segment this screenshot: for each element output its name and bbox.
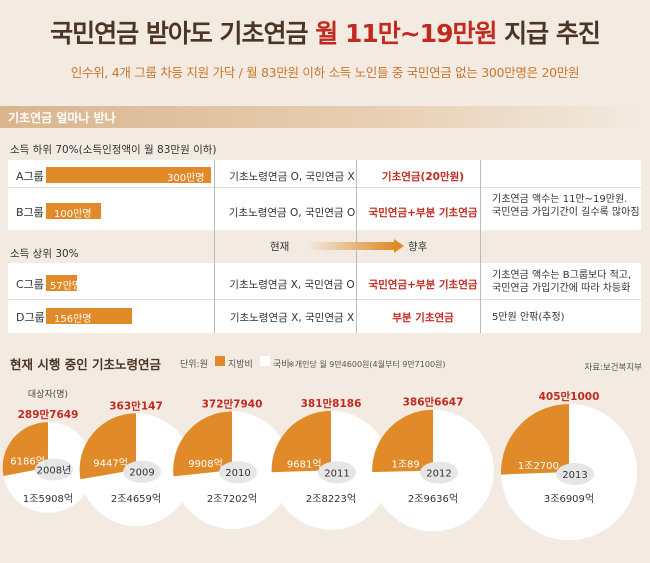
current-status: 기초노령연금 O, 국민연금 X	[229, 171, 355, 183]
note-b: 기초연금 액수는 11만~19만원. 국민연금 가입기간이 길수록 많아짐	[492, 193, 642, 219]
future-plan: 국민연금+부분 기초연금	[368, 279, 478, 291]
footnote: ※개인당 월 9만4600원(4월부터 9만7100원)	[288, 360, 446, 369]
page-title: 국민연금 받아도 기초연금 월 11만~19만원 지급 추진	[0, 14, 650, 50]
pie-local-slice	[79, 413, 136, 480]
note-line: 국민연금 가입기간이 길수록 많아짐	[492, 207, 640, 218]
future-plan: 기초연금(20만원)	[381, 171, 465, 183]
people-bar	[46, 203, 101, 219]
note-c: 기초연금 액수는 B그룹보다 적고, 국민연금 가입기간에 따라 차등화	[492, 269, 642, 295]
recipients-label: 372만7940	[202, 397, 263, 410]
year-label: 2013	[562, 470, 587, 481]
future-plan: 부분 기초연금	[392, 312, 454, 324]
local-value-label: 1조89	[391, 460, 419, 471]
people-bar-label: 100만명	[54, 209, 92, 220]
legend-local-swatch	[215, 356, 225, 366]
recipients-label: 386만6647	[403, 396, 464, 409]
pie-local-slice	[271, 410, 331, 473]
group-name: A그룹	[16, 170, 44, 183]
arrow-right-icon	[394, 239, 404, 253]
national-value-label: 2조4659억	[111, 493, 161, 505]
national-value-label: 1조5908억	[23, 493, 73, 505]
year-badge	[420, 461, 458, 484]
year-badge	[219, 461, 257, 484]
legend-local: 지방비	[228, 360, 253, 370]
year-label: 2009	[129, 468, 154, 479]
local-value-label: 9447억	[93, 458, 128, 470]
pies-title: 현재 시행 중인 기초노령연금	[10, 357, 162, 372]
year-label: 2008년	[37, 464, 72, 476]
people-bar	[46, 308, 132, 324]
people-bar-label: 57만명	[50, 281, 82, 292]
title-part1: 국민연금 받아도 기초연금	[50, 19, 316, 48]
recipients-caption: 대상자(명)	[28, 389, 68, 400]
note-d: 5만원 안팎(추정)	[492, 312, 565, 323]
upper-panel: C그룹 57만명 기초노령연금 X, 국민연금 O 국민연금+부분 기초연금 기…	[8, 263, 641, 333]
year-badge	[556, 463, 594, 485]
group-row-d: D그룹 156만명 기초노령연금 X, 국민연금 X 부분 기초연금	[8, 305, 641, 327]
national-value-label: 2조9636억	[408, 493, 458, 505]
local-value-label: 9681억	[287, 458, 322, 470]
pie-local-slice	[173, 411, 232, 477]
unit-label: 단위:원	[180, 360, 208, 370]
current-status: 기초노령연금 X, 국민연금 X	[229, 312, 355, 324]
local-value-label: 1조2700	[518, 461, 559, 472]
arrow-shaft	[306, 242, 396, 250]
people-bar-label: 156만명	[54, 314, 92, 325]
people-bar	[46, 167, 211, 183]
note-line: 기초연금 액수는 B그룹보다 적고,	[492, 270, 632, 281]
year-badge	[318, 461, 356, 484]
group-row-b: B그룹 100만명 기초노령연금 O, 국민연금 O 국민연금+부분 기초연금	[8, 200, 641, 222]
year-label: 2010	[225, 468, 250, 479]
group-name: C그룹	[16, 278, 44, 291]
pie-local-slice	[372, 409, 433, 473]
group-name: D그룹	[16, 311, 45, 324]
section-label: 기초연금 얼마나 받나	[8, 111, 116, 125]
people-bar	[46, 275, 77, 291]
row-divider	[8, 187, 641, 188]
column-divider	[214, 160, 215, 333]
flow-after-label: 향후	[408, 241, 428, 253]
title-part2: 지급 추진	[496, 19, 601, 48]
section-header: 기초연금 얼마나 받나	[0, 106, 650, 128]
national-value-label: 3조6909억	[544, 493, 594, 505]
future-plan: 국민연금+부분 기초연금	[368, 207, 478, 219]
current-status: 기초노령연금 X, 국민연금 O	[229, 279, 355, 291]
lower-group-label: 소득 하위 70%(소득인정액이 월 83만원 이하)	[10, 144, 217, 156]
row-divider	[8, 299, 641, 300]
flow-arrow: 현재 향후	[270, 239, 470, 253]
legend-national-swatch	[260, 356, 270, 366]
subtitle: 인수위, 4개 그룹 차등 지원 가닥 / 월 83만원 이하 소득 노인들 중…	[70, 65, 580, 80]
group-row-a: A그룹 300만명 기초노령연금 O, 국민연금 X 기초연금(20만원)	[8, 164, 641, 186]
group-row-c: C그룹 57만명 기초노령연금 X, 국민연금 O 국민연금+부분 기초연금	[8, 272, 641, 294]
upper-group-label: 소득 상위 30%	[10, 248, 79, 260]
title-highlight: 월 11만~19만원	[315, 19, 497, 48]
recipients-label: 363만147	[109, 399, 163, 412]
local-value-label: 6186억	[10, 455, 45, 467]
year-label: 2012	[426, 469, 451, 480]
note-line: 기초연금 액수는 11만~19만원.	[492, 194, 628, 205]
column-divider	[356, 160, 357, 333]
national-value-label: 2조8223억	[306, 493, 356, 505]
year-label: 2011	[324, 468, 349, 479]
national-value-label: 2조7202억	[207, 493, 257, 505]
recipients-label: 381만8186	[301, 397, 362, 410]
recipients-label: 289만7649	[18, 408, 79, 421]
source: 자료:보건복지부	[584, 363, 642, 373]
legend-national: 국비	[273, 360, 290, 370]
people-bar-label: 300만명	[167, 173, 205, 184]
group-name: B그룹	[16, 206, 44, 219]
column-divider	[480, 160, 481, 333]
flow-now-label: 현재	[270, 241, 290, 253]
note-line: 국민연금 가입기간에 따라 차등화	[492, 283, 631, 294]
recipients-label: 405만1000	[539, 390, 600, 403]
pie-local-slice	[2, 422, 49, 476]
current-status: 기초노령연금 O, 국민연금 O	[228, 207, 356, 219]
year-badge	[123, 460, 161, 483]
year-badge	[35, 458, 73, 481]
local-value-label: 9908억	[188, 458, 223, 470]
pie-local-slice	[500, 404, 569, 475]
lower-panel: A그룹 300만명 기초노령연금 O, 국민연금 X 기초연금(20만원) B그…	[8, 160, 641, 230]
